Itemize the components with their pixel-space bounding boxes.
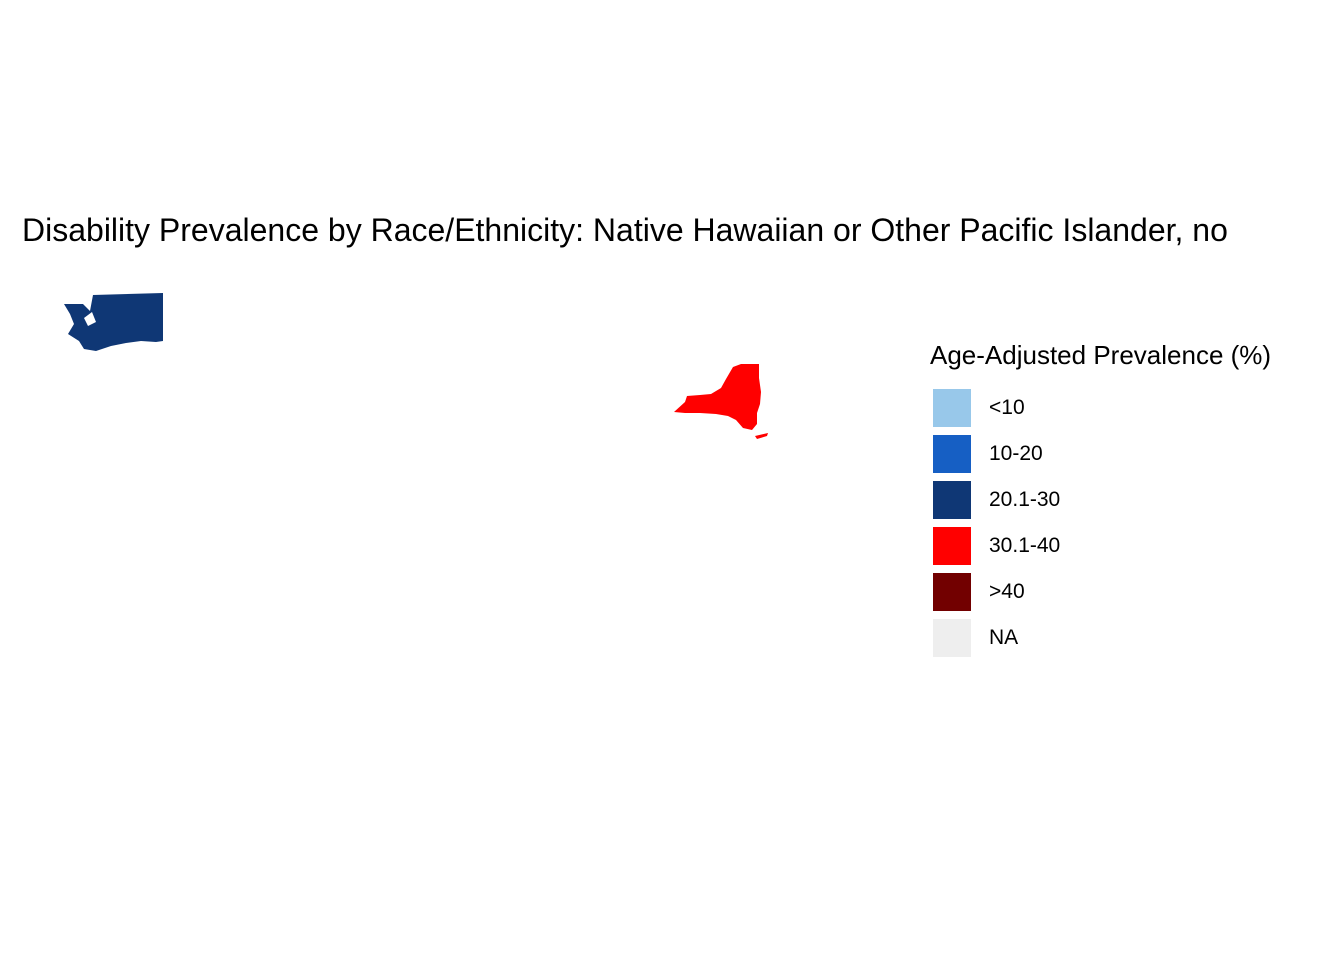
legend: Age-Adjusted Prevalence (%) <10 10-20 20… — [930, 338, 1330, 661]
state-new-york-long-island — [755, 433, 768, 439]
legend-swatch — [932, 388, 972, 428]
legend-label: <10 — [989, 396, 1025, 419]
state-washington — [64, 293, 163, 351]
legend-label: >40 — [989, 580, 1025, 603]
legend-label: NA — [989, 626, 1019, 649]
legend-item: NA — [930, 615, 1330, 661]
legend-swatch — [932, 572, 972, 612]
legend-label: 20.1-30 — [989, 488, 1061, 511]
legend-label: 10-20 — [989, 442, 1043, 465]
legend-label: 30.1-40 — [989, 534, 1061, 557]
legend-swatch — [932, 618, 972, 658]
legend-title: Age-Adjusted Prevalence (%) — [930, 340, 1272, 370]
legend-swatch — [932, 526, 972, 566]
legend-item: >40 — [930, 569, 1330, 615]
legend-item: <10 — [930, 385, 1330, 431]
legend-item: 10-20 — [930, 431, 1330, 477]
legend-swatch — [932, 434, 972, 474]
legend-swatch — [932, 480, 972, 520]
state-new-york — [674, 364, 761, 430]
legend-item: 20.1-30 — [930, 477, 1330, 523]
map-title: Disability Prevalence by Race/Ethnicity:… — [22, 212, 1228, 248]
legend-item: 30.1-40 — [930, 523, 1330, 569]
